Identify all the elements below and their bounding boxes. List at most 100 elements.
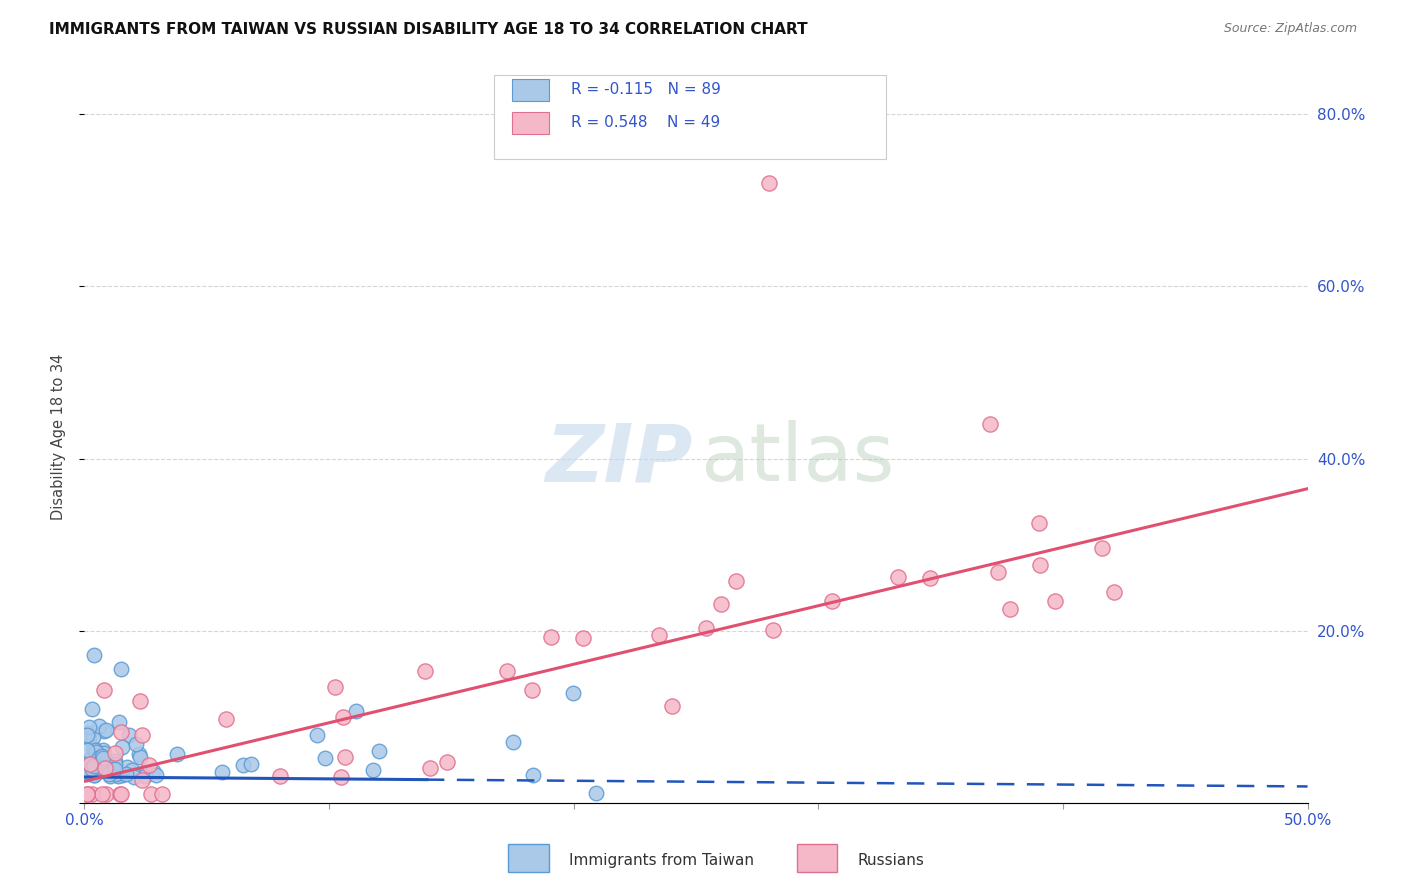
Point	[84, 745, 107, 759]
Point	[76, 743, 98, 757]
Point	[758, 176, 780, 190]
Point	[93, 751, 115, 765]
Point	[101, 762, 124, 776]
Text: Source: ZipAtlas.com: Source: ZipAtlas.com	[1223, 22, 1357, 36]
Point	[269, 769, 291, 783]
Point	[540, 631, 562, 645]
Point	[419, 761, 441, 775]
Point	[333, 749, 356, 764]
Point	[98, 763, 121, 777]
Point	[413, 664, 436, 678]
Point	[314, 750, 336, 764]
Point	[436, 755, 458, 769]
Point	[98, 769, 121, 783]
Point	[323, 680, 346, 694]
Point	[77, 764, 100, 779]
Point	[82, 763, 104, 777]
Point	[94, 723, 117, 738]
Point	[128, 747, 150, 762]
Point	[84, 753, 107, 767]
Text: ZIP: ZIP	[546, 420, 692, 498]
Point	[661, 698, 683, 713]
Point	[79, 757, 101, 772]
Point	[87, 762, 110, 776]
Point	[135, 764, 157, 779]
Bar	[509, 844, 548, 872]
Point	[363, 764, 385, 778]
Point	[1029, 558, 1052, 572]
Point	[214, 712, 236, 726]
Point	[121, 763, 143, 777]
Point	[77, 764, 100, 778]
FancyBboxPatch shape	[513, 112, 550, 134]
Point	[211, 764, 233, 779]
Point	[134, 769, 156, 783]
Point	[84, 743, 107, 757]
Point	[94, 762, 117, 776]
Point	[83, 752, 105, 766]
Point	[502, 734, 524, 748]
Point	[1104, 585, 1126, 599]
Point	[80, 751, 103, 765]
Point	[240, 757, 263, 772]
Point	[104, 757, 127, 772]
Point	[562, 686, 585, 700]
Point	[83, 768, 105, 782]
Point	[80, 702, 103, 716]
Point	[77, 731, 100, 745]
Point	[90, 749, 112, 764]
Bar	[797, 844, 837, 872]
Point	[725, 574, 748, 588]
Point	[83, 768, 105, 782]
Point	[125, 737, 148, 751]
Point	[1091, 541, 1114, 555]
Point	[821, 593, 844, 607]
Point	[166, 747, 188, 762]
Point	[710, 597, 733, 611]
Point	[115, 760, 138, 774]
Point	[93, 746, 115, 760]
Point	[87, 763, 110, 777]
Point	[887, 570, 910, 584]
Point	[76, 757, 98, 772]
Point	[979, 417, 1001, 432]
Point	[585, 786, 607, 800]
Point	[94, 761, 117, 775]
Point	[76, 764, 98, 778]
Point	[131, 728, 153, 742]
Point	[77, 756, 100, 771]
Point	[89, 760, 111, 774]
Point	[93, 683, 115, 698]
Text: atlas: atlas	[700, 420, 894, 498]
Point	[80, 787, 103, 801]
Point	[77, 726, 100, 740]
Point	[76, 756, 98, 771]
Point	[96, 787, 118, 801]
Point	[87, 758, 110, 772]
Point	[84, 767, 107, 781]
Point	[122, 770, 145, 784]
Point	[520, 683, 543, 698]
Point	[87, 751, 110, 765]
Point	[87, 756, 110, 770]
Text: R = -0.115   N = 89: R = -0.115 N = 89	[571, 82, 721, 97]
FancyBboxPatch shape	[494, 75, 886, 159]
Point	[648, 628, 671, 642]
Point	[93, 743, 115, 757]
Point	[111, 739, 134, 754]
Point	[1043, 594, 1066, 608]
Point	[83, 759, 105, 773]
Point	[920, 571, 942, 585]
FancyBboxPatch shape	[513, 78, 550, 101]
Point	[76, 787, 98, 801]
Point	[82, 731, 104, 745]
Point	[83, 648, 105, 662]
Point	[571, 632, 593, 646]
Text: IMMIGRANTS FROM TAIWAN VS RUSSIAN DISABILITY AGE 18 TO 34 CORRELATION CHART: IMMIGRANTS FROM TAIWAN VS RUSSIAN DISABI…	[49, 22, 808, 37]
Point	[522, 767, 544, 781]
Point	[139, 787, 162, 801]
Point	[80, 759, 103, 773]
Point	[80, 762, 103, 776]
Point	[115, 766, 138, 780]
Point	[82, 764, 104, 778]
